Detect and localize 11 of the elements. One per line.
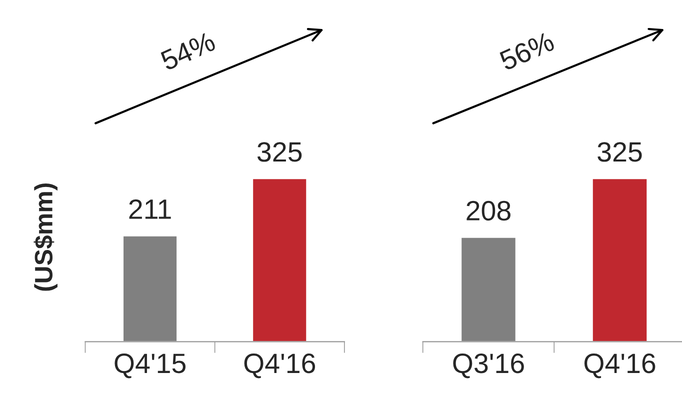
x-tick-label: Q4'15 bbox=[114, 354, 186, 378]
text: 54% bbox=[160, 31, 216, 71]
data-label: 325 bbox=[598, 142, 642, 162]
data-label: 325 bbox=[258, 142, 302, 162]
x-tick-label: Q4'16 bbox=[584, 354, 656, 378]
y-axis-title: (US$mm) bbox=[34, 184, 58, 291]
data-label: 211 bbox=[129, 199, 171, 219]
x-tick-label: Q3'16 bbox=[453, 354, 524, 378]
text: 56% bbox=[498, 31, 556, 71]
x-tick-label: Q4'16 bbox=[244, 354, 316, 378]
data-label: 208 bbox=[466, 200, 510, 221]
